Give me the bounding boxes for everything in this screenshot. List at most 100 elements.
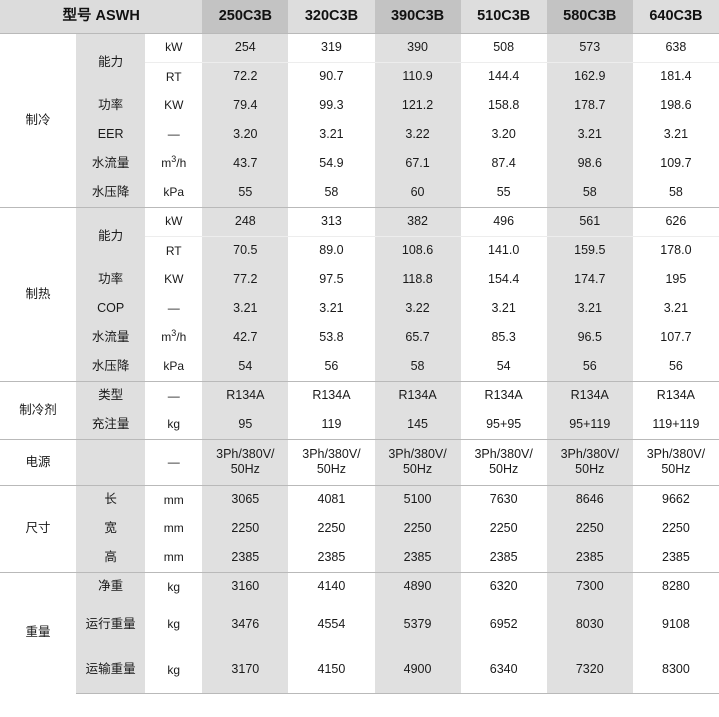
- value-cell-640C3B: 107.7: [632, 323, 719, 352]
- value-cell-580C3B: 3.21: [546, 294, 633, 323]
- sub-label-长: 长: [76, 484, 146, 514]
- value-cell-250C3B: 3065: [202, 484, 289, 514]
- value-cell-320C3B: 4140: [288, 571, 375, 601]
- table-row: 充注量 kg 95 119 145 95+95 95+119 119+119: [0, 410, 719, 439]
- value-cell-250C3B: 72.2: [202, 61, 289, 91]
- sub-label-COP: COP: [76, 294, 146, 323]
- value-cell-510C3B: 87.4: [460, 149, 547, 178]
- value-cell-640C3B: R134A: [632, 380, 719, 410]
- group-label-制冷剂: 制冷剂: [0, 380, 77, 439]
- unit-cell: —: [145, 438, 203, 485]
- model-header-390c3b: 390C3B: [374, 0, 461, 33]
- table-row: COP —3.21 3.21 3.22 3.21 3.21 3.21: [0, 294, 719, 323]
- sub-label-水流量: 水流量: [76, 149, 146, 178]
- value-cell-640C3B: 195: [632, 265, 719, 294]
- value-cell-390C3B: R134A: [374, 380, 461, 410]
- value-cell-580C3B: 96.5: [546, 323, 633, 352]
- value-cell-640C3B: 181.4: [632, 61, 719, 91]
- value-cell-510C3B: 144.4: [460, 61, 547, 91]
- value-cell-390C3B: 2250: [374, 514, 461, 543]
- value-cell-390C3B: 5379: [374, 601, 461, 647]
- value-cell-640C3B: 56: [632, 352, 719, 381]
- header-row: 型号 ASWH 250C3B 320C3B 390C3B 510C3B 580C…: [0, 0, 719, 33]
- unit-cell: m3/h: [145, 323, 203, 352]
- table-row: 功率 KW 79.4 99.3 121.2 158.8 178.7 198.6: [0, 91, 719, 120]
- value-cell-640C3B: 3.21: [632, 294, 719, 323]
- unit-cell: —: [145, 380, 203, 410]
- value-cell-580C3B: 58: [546, 178, 633, 207]
- value-cell-640C3B: 178.0: [632, 235, 719, 265]
- group-label-制冷: 制冷: [0, 32, 77, 207]
- value-cell-510C3B: 158.8: [460, 91, 547, 120]
- value-cell-250C3B: 254: [202, 32, 289, 62]
- value-cell-580C3B: 162.9: [546, 61, 633, 91]
- unit-cell: RT: [145, 235, 203, 265]
- value-cell-510C3B: 2250: [460, 514, 547, 543]
- value-cell-320C3B: 2250: [288, 514, 375, 543]
- value-cell-320C3B: 56: [288, 352, 375, 381]
- value-cell-580C3B: 3Ph/380V/50Hz: [546, 438, 633, 485]
- value-cell-250C3B: 3160: [202, 571, 289, 601]
- value-cell-320C3B: 97.5: [288, 265, 375, 294]
- group-label-尺寸: 尺寸: [0, 484, 77, 572]
- value-cell-390C3B: 4900: [374, 647, 461, 694]
- value-cell-320C3B: 119: [288, 410, 375, 439]
- unit-cell: RT: [145, 61, 203, 91]
- unit-cell: mm: [145, 514, 203, 543]
- sub-label-EER: EER: [76, 120, 146, 149]
- model-header-640c3b: 640C3B: [632, 0, 719, 33]
- value-cell-510C3B: R134A: [460, 380, 547, 410]
- specification-table: 型号 ASWH 250C3B 320C3B 390C3B 510C3B 580C…: [0, 0, 719, 694]
- table-row: 水流量 m3/h 43.7 54.9 67.1 87.4 98.6 109.7: [0, 149, 719, 178]
- value-cell-320C3B: 58: [288, 178, 375, 207]
- table-row: 宽 mm 2250 2250 2250 2250 2250 2250: [0, 514, 719, 543]
- value-cell-320C3B: 319: [288, 32, 375, 62]
- value-cell-640C3B: 638: [632, 32, 719, 62]
- table-row: 水压降 kPa 54 56 58 54 56 56: [0, 352, 719, 381]
- value-cell-580C3B: 7320: [546, 647, 633, 694]
- sub-label-能力: 能力: [76, 206, 146, 265]
- value-cell-510C3B: 6340: [460, 647, 547, 694]
- value-cell-320C3B: 3.21: [288, 120, 375, 149]
- value-cell-320C3B: 4081: [288, 484, 375, 514]
- value-cell-250C3B: 2385: [202, 543, 289, 572]
- sub-label-高: 高: [76, 543, 146, 572]
- value-cell-390C3B: 5100: [374, 484, 461, 514]
- table-row: 水流量 m3/h 42.7 53.8 65.7 85.3 96.5 107.7: [0, 323, 719, 352]
- unit-cell: mm: [145, 484, 203, 514]
- value-cell-250C3B: 55: [202, 178, 289, 207]
- value-cell-390C3B: 110.9: [374, 61, 461, 91]
- table-row: 制热 能力 kW 248 313 382 496 561 626: [0, 206, 719, 381]
- sub-label-水压降: 水压降: [76, 352, 146, 381]
- value-cell-580C3B: 178.7: [546, 91, 633, 120]
- unit-cell: —: [145, 120, 203, 149]
- value-cell-390C3B: 3.22: [374, 120, 461, 149]
- value-cell-580C3B: 159.5: [546, 235, 633, 265]
- value-cell-640C3B: 8300: [632, 647, 719, 694]
- model-header-580c3b: 580C3B: [546, 0, 633, 33]
- value-cell-640C3B: 2385: [632, 543, 719, 572]
- table-row: 制冷 能力 kW 254 319 390 508 573 638: [0, 32, 719, 207]
- value-cell-510C3B: 55: [460, 178, 547, 207]
- value-cell-320C3B: 4150: [288, 647, 375, 694]
- value-cell-250C3B: R134A: [202, 380, 289, 410]
- value-cell-580C3B: 56: [546, 352, 633, 381]
- value-cell-580C3B: 573: [546, 32, 633, 62]
- value-cell-580C3B: 174.7: [546, 265, 633, 294]
- table-row: 制冷剂 类型 — R134A R134A R134A R134A R134A R134A: [0, 380, 719, 439]
- value-cell-320C3B: R134A: [288, 380, 375, 410]
- value-cell-640C3B: 3Ph/380V/50Hz: [632, 438, 719, 485]
- value-cell-320C3B: 90.7: [288, 61, 375, 91]
- sub-label-宽: 宽: [76, 514, 146, 543]
- model-header-510c3b: 510C3B: [460, 0, 547, 33]
- unit-cell: kg: [145, 571, 203, 601]
- value-cell-640C3B: 9662: [632, 484, 719, 514]
- group-label-重量: 重量: [0, 571, 77, 693]
- value-cell-510C3B: 54: [460, 352, 547, 381]
- table-row: 电源 —3Ph/380V/50Hz 3Ph/380V/50Hz 3Ph/380V/50…: [0, 438, 719, 485]
- table-row: EER —3.20 3.21 3.22 3.20 3.21 3.21: [0, 120, 719, 149]
- value-cell-250C3B: 3Ph/380V/50Hz: [202, 438, 289, 485]
- table-row: 水压降 kPa 55 58 60 55 58 58: [0, 178, 719, 207]
- value-cell-320C3B: 53.8: [288, 323, 375, 352]
- value-cell-390C3B: 65.7: [374, 323, 461, 352]
